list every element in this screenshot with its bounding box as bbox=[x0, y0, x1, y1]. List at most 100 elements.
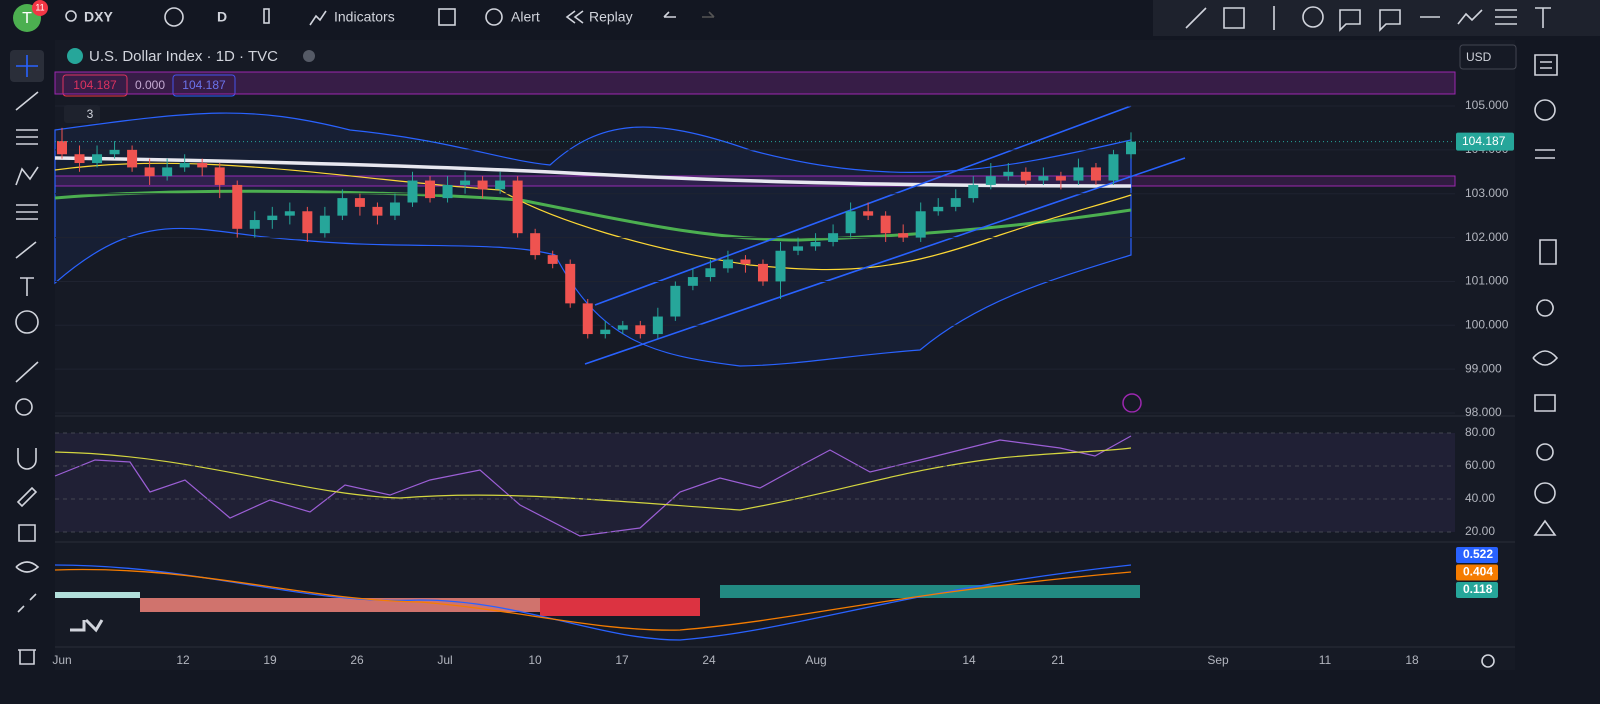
rsi-tick-label: 80.00 bbox=[1465, 425, 1495, 439]
rsi-band bbox=[55, 433, 1455, 532]
macd-hist bbox=[140, 598, 540, 612]
stream-icon[interactable] bbox=[1536, 443, 1554, 461]
tool-icons[interactable] bbox=[15, 91, 40, 665]
candle-body bbox=[722, 259, 733, 269]
candle-body bbox=[863, 211, 874, 216]
candle-body bbox=[1108, 154, 1119, 181]
candle-body bbox=[985, 176, 996, 185]
avatar-letter: T bbox=[22, 10, 32, 27]
candle-body bbox=[92, 154, 103, 164]
price-tick-label: 103.000 bbox=[1465, 186, 1509, 200]
time-tick-label: 24 bbox=[702, 653, 716, 667]
candle-body bbox=[915, 211, 926, 238]
currency: USD bbox=[1466, 50, 1492, 64]
macd-badge bbox=[1456, 582, 1498, 598]
candle-body bbox=[214, 167, 225, 185]
indicator-toggle[interactable] bbox=[64, 105, 100, 123]
redo[interactable] bbox=[702, 11, 715, 18]
sidebar-icons[interactable] bbox=[1532, 54, 1559, 536]
last-price-badge bbox=[1456, 132, 1514, 151]
candle-body bbox=[389, 202, 400, 216]
ma-20 bbox=[54, 162, 1132, 271]
undo[interactable] bbox=[663, 11, 676, 18]
macd-badge bbox=[1456, 564, 1498, 581]
candle-icon[interactable] bbox=[263, 8, 270, 24]
rsi-line bbox=[54, 435, 1132, 537]
bollinger-bands bbox=[54, 112, 1132, 367]
drawing-icons[interactable] bbox=[1185, 6, 1551, 32]
replay[interactable]: Replay bbox=[589, 9, 633, 25]
alarm-icon[interactable] bbox=[1534, 99, 1556, 121]
candle-body bbox=[1003, 171, 1014, 177]
badge-count: 11 bbox=[35, 2, 44, 12]
collapse-button[interactable] bbox=[303, 50, 315, 62]
price-tick-label: 100.000 bbox=[1465, 317, 1509, 331]
time-tick-label: 19 bbox=[263, 653, 277, 667]
candle-body bbox=[179, 163, 190, 168]
symbol[interactable]: DXY bbox=[84, 9, 113, 25]
time-tick-label: 12 bbox=[176, 653, 190, 667]
drawing-icon[interactable] bbox=[1302, 6, 1324, 28]
candle-body bbox=[127, 149, 138, 168]
interval[interactable]: D bbox=[217, 9, 227, 25]
time-tick-label: Jun bbox=[52, 653, 71, 667]
candle-body bbox=[74, 154, 85, 164]
candle-body bbox=[512, 180, 523, 234]
candle-body bbox=[337, 198, 348, 216]
price-tick-label: 98.000 bbox=[1465, 405, 1502, 419]
time-tick-label: Aug bbox=[805, 653, 826, 667]
ask-box[interactable] bbox=[172, 74, 236, 97]
candle-body bbox=[249, 220, 260, 229]
candle-body bbox=[705, 268, 716, 278]
add-icon[interactable] bbox=[164, 7, 184, 27]
drawing-toolbar bbox=[1153, 0, 1600, 36]
candle-body bbox=[880, 215, 891, 234]
layout-icon[interactable] bbox=[438, 8, 456, 26]
macd-line bbox=[54, 564, 1132, 641]
candle-body bbox=[372, 206, 383, 216]
time-tick-label: 21 bbox=[1051, 653, 1065, 667]
play-icon[interactable] bbox=[1534, 482, 1556, 504]
candle-body bbox=[407, 180, 418, 203]
candle-body bbox=[197, 163, 208, 168]
replay-icon bbox=[565, 10, 584, 24]
candle-body bbox=[617, 325, 628, 330]
ma-200 bbox=[54, 156, 1132, 188]
candle-body bbox=[354, 198, 365, 207]
candle-body bbox=[793, 246, 804, 251]
currency-box[interactable] bbox=[1459, 44, 1517, 70]
crosshair[interactable] bbox=[16, 55, 38, 77]
left-toolbar bbox=[10, 50, 44, 665]
candle-body bbox=[635, 325, 646, 335]
bid-box[interactable] bbox=[62, 74, 128, 97]
candle-body bbox=[232, 184, 243, 229]
candle-body bbox=[267, 215, 278, 221]
alert[interactable]: Alert bbox=[511, 9, 540, 25]
candle-body bbox=[582, 303, 593, 335]
search-icon bbox=[65, 10, 77, 22]
chart-area bbox=[55, 40, 1515, 670]
macd-label: 0.404 bbox=[1463, 565, 1493, 579]
candle-body bbox=[968, 184, 979, 199]
candle-body bbox=[530, 233, 541, 256]
candle-body bbox=[477, 180, 488, 190]
rsi-ma bbox=[54, 447, 1132, 511]
settings[interactable] bbox=[1481, 654, 1495, 668]
macd-hist bbox=[720, 585, 1140, 598]
candle-body bbox=[1073, 167, 1084, 181]
indicators-icon bbox=[309, 10, 327, 26]
candle-body bbox=[162, 167, 173, 177]
candle-body bbox=[547, 255, 558, 264]
indicators[interactable]: Indicators bbox=[334, 9, 395, 25]
candle-body bbox=[319, 215, 330, 234]
sidebar-bg bbox=[1520, 40, 1600, 704]
time-tick-label: 18 bbox=[1405, 653, 1419, 667]
price-tick-label: 99.000 bbox=[1465, 361, 1502, 375]
rsi-tick-label: 20.00 bbox=[1465, 524, 1495, 538]
time-tick-label: 11 bbox=[1319, 653, 1332, 667]
candle-body bbox=[810, 241, 821, 247]
candle-body bbox=[284, 211, 295, 216]
event-icon[interactable] bbox=[1122, 393, 1142, 413]
candle-body bbox=[109, 149, 120, 155]
